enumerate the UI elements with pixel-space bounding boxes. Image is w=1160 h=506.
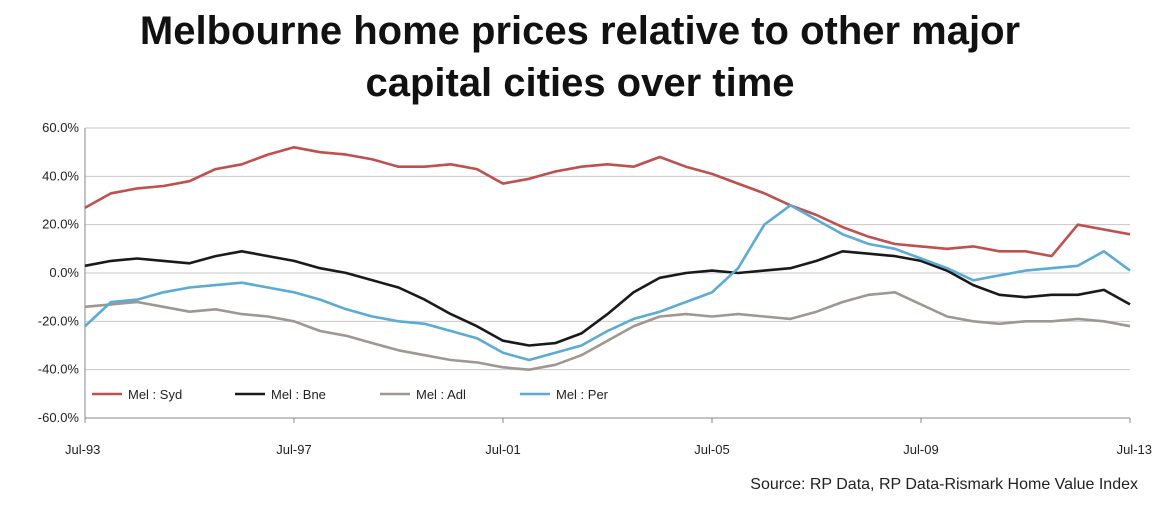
- y-tick-label: 20.0%: [42, 217, 79, 232]
- series-line-melper: [84, 204, 1131, 362]
- legend-label: Mel : Bne: [271, 387, 326, 402]
- y-tick-label: 60.0%: [42, 120, 79, 135]
- legend-label: Mel : Per: [556, 387, 609, 402]
- y-tick-label: 0.0%: [49, 265, 79, 280]
- y-tick-label: -60.0%: [38, 410, 80, 425]
- x-tick-label: Jul-13: [1117, 442, 1152, 457]
- y-tick-label: -40.0%: [38, 362, 80, 377]
- y-tick-label: -20.0%: [38, 313, 80, 328]
- chart-title-line-1: Melbourne home prices relative to other …: [139, 9, 1021, 53]
- legend-label: Mel : Syd: [128, 387, 182, 402]
- x-tick-label: Jul-93: [65, 442, 100, 457]
- x-tick-label: Jul-01: [485, 442, 520, 457]
- chart-title-line-2: capital cities over time: [365, 61, 795, 105]
- series-lines: [84, 146, 1131, 371]
- legend-label: Mel : Adl: [416, 387, 466, 402]
- source-note: Source: RP Data, RP Data-Rismark Home Va…: [750, 476, 1138, 493]
- x-tick-label: Jul-05: [694, 442, 729, 457]
- series-line-melsyd: [84, 146, 1131, 258]
- x-tick-label: Jul-97: [276, 442, 311, 457]
- series-line-melbne: [84, 250, 1131, 347]
- series-line-meladl: [84, 291, 1131, 371]
- x-tick-label: Jul-09: [903, 442, 938, 457]
- y-axis-ticks: 60.0% 40.0% 20.0% 0.0% -20.0% -40.0% -60.0%: [38, 120, 80, 425]
- y-tick-label: 40.0%: [42, 168, 79, 183]
- gridlines: [84, 127, 1130, 419]
- x-axis-ticks: Jul-93 Jul-97 Jul-01 Jul-05 Jul-09 Jul-13: [65, 418, 1152, 457]
- legend: Mel : Syd Mel : Bne Mel : Adl Mel : Per: [92, 387, 609, 402]
